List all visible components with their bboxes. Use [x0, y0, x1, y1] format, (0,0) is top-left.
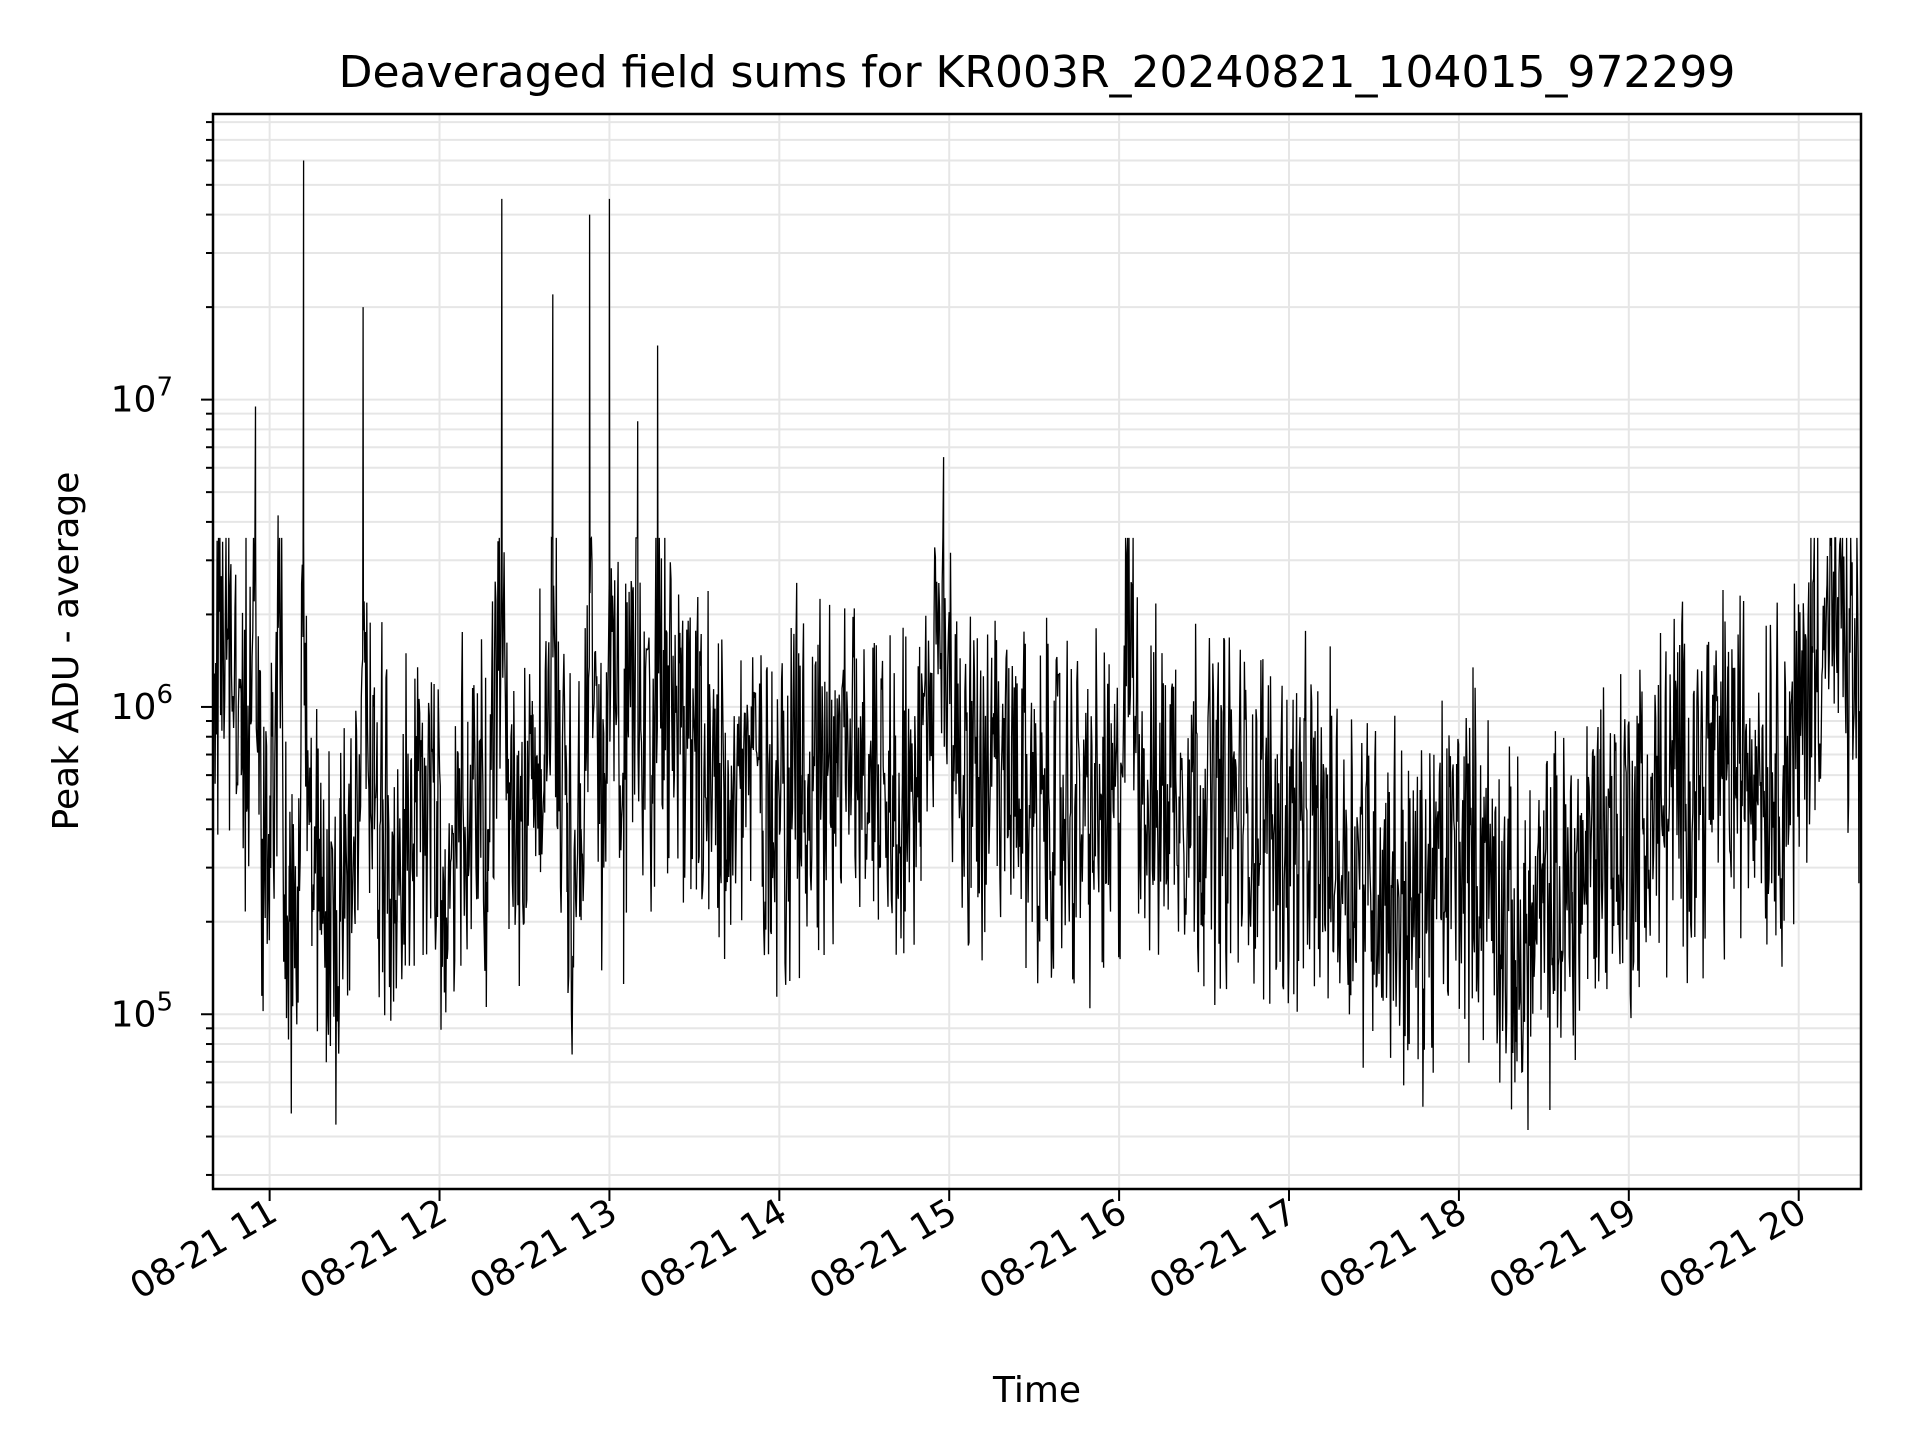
y-axis-label: Peak ADU - average — [46, 472, 87, 831]
y-tick-label: 105 — [111, 987, 173, 1035]
y-tick-base: 10 — [111, 380, 157, 421]
y-tick-label: 107 — [111, 373, 173, 421]
x-axis-label: Time — [992, 1370, 1081, 1411]
data-layer — [212, 160, 1862, 1131]
y-tick-label: 106 — [111, 680, 173, 728]
chart-title: Deaveraged field sums for KR003R_2024082… — [339, 47, 1736, 98]
y-tick-exponent: 6 — [156, 680, 173, 710]
y-tick-exponent: 5 — [156, 987, 173, 1017]
y-tick-exponent: 7 — [156, 373, 173, 403]
y-tick-base: 10 — [111, 994, 157, 1035]
y-tick-base: 10 — [111, 687, 157, 728]
axes-frame — [211, 112, 1863, 1191]
series-line — [212, 160, 1862, 1131]
